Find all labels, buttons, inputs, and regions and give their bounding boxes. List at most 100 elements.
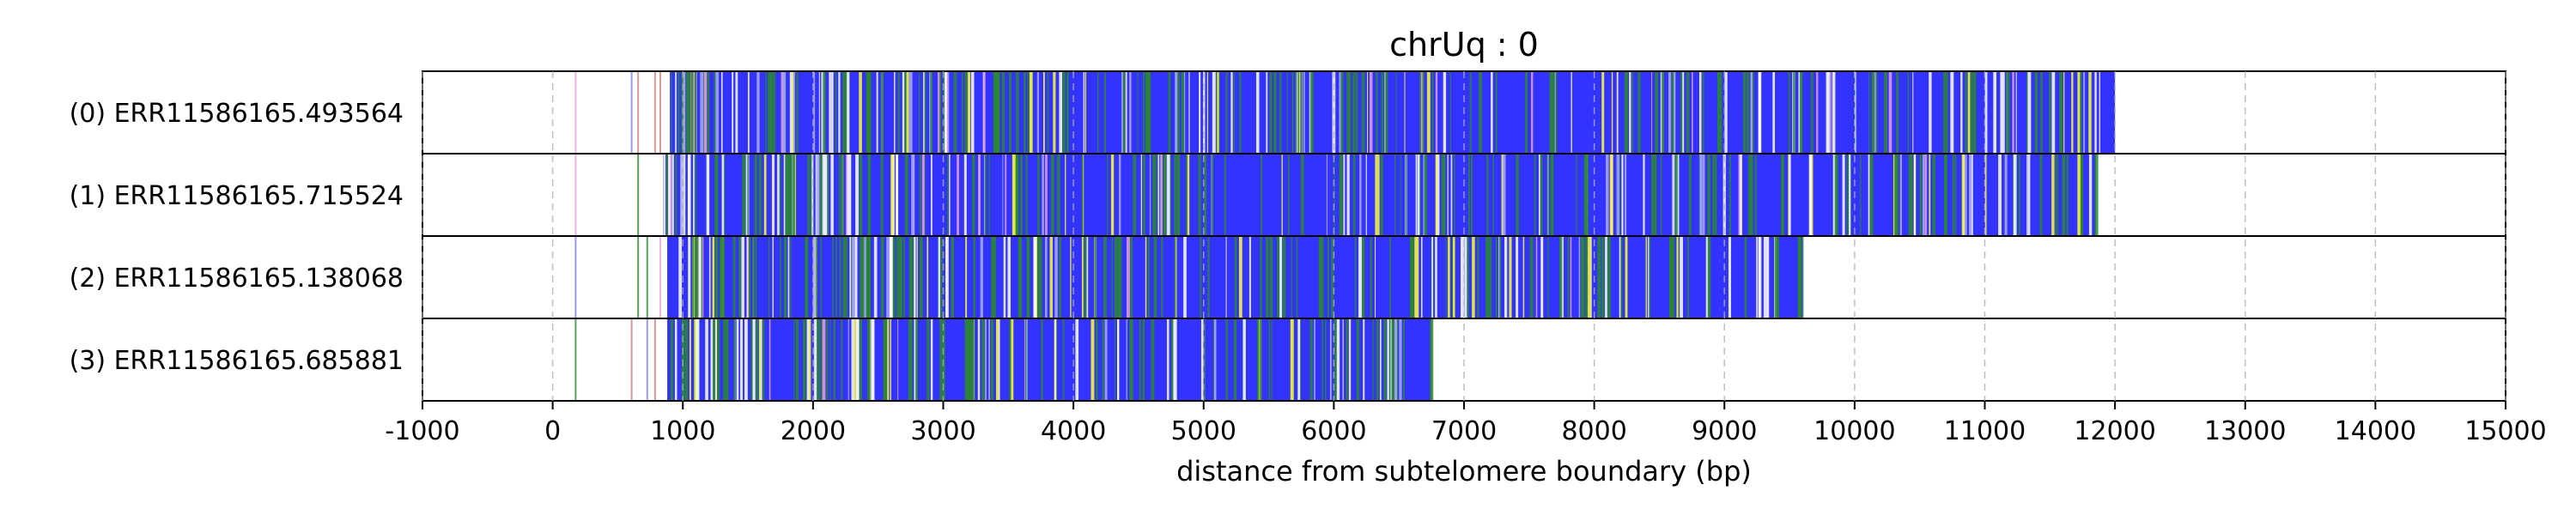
signal-stripe	[909, 318, 913, 401]
signal-stripe	[1788, 154, 1791, 236]
signal-stripe	[1486, 154, 1489, 236]
signal-stripe	[1808, 154, 1812, 236]
signal-stripe	[1126, 236, 1130, 318]
signal-stripe	[1420, 71, 1424, 154]
signal-stripe	[829, 318, 831, 401]
signal-stripe	[1239, 71, 1242, 154]
signal-stripe	[996, 318, 999, 401]
signal-stripe	[1605, 236, 1607, 318]
signal-stripe	[792, 71, 793, 154]
signal-stripe	[2080, 71, 2082, 154]
signal-stripe	[965, 236, 968, 318]
signal-stripe	[732, 236, 736, 318]
signal-stripe	[2006, 71, 2010, 154]
x-tick-label: 8000	[1561, 416, 1626, 446]
signal-stripe	[1702, 154, 1705, 236]
signal-stripe	[906, 71, 909, 154]
signal-stripe	[1793, 71, 1795, 154]
signal-stripe	[1686, 71, 1690, 154]
signal-stripe	[1624, 154, 1627, 236]
signal-stripe	[1972, 71, 1977, 154]
signal-stripe	[1033, 236, 1037, 318]
signal-stripe	[807, 154, 810, 236]
signal-stripe	[1763, 236, 1767, 318]
sparse-tick	[574, 236, 577, 318]
signal-stripe	[1699, 71, 1701, 154]
sparse-tick	[637, 71, 640, 154]
signal-stripe	[1225, 71, 1228, 154]
signal-stripe	[1744, 236, 1747, 318]
signal-stripe	[908, 318, 910, 401]
signal-stripe	[1291, 71, 1294, 154]
signal-stripe	[984, 154, 987, 236]
signal-stripe	[1394, 318, 1398, 401]
signal-stripe	[1580, 236, 1583, 318]
signal-stripe	[988, 318, 990, 401]
signal-stripe	[771, 154, 775, 236]
signal-stripe	[868, 236, 872, 318]
sparse-tick	[637, 154, 640, 236]
signal-stripe	[1211, 154, 1213, 236]
signal-stripe	[1529, 236, 1534, 318]
signal-stripe	[2015, 71, 2017, 154]
signal-stripe	[846, 154, 848, 236]
signal-stripe	[2083, 71, 2086, 154]
signal-stripe	[789, 71, 793, 154]
signal-stripe	[773, 71, 776, 154]
signal-stripe	[1300, 154, 1304, 236]
signal-stripe	[1747, 154, 1751, 236]
signal-stripe	[1148, 71, 1151, 154]
signal-stripe	[708, 154, 710, 236]
signal-stripe	[849, 154, 852, 236]
signal-stripe	[683, 154, 686, 236]
signal-stripe	[781, 71, 783, 154]
signal-stripe	[1653, 154, 1657, 236]
signal-stripe	[1516, 236, 1519, 318]
signal-stripe	[686, 71, 689, 154]
signal-stripe	[777, 154, 780, 236]
signal-stripe	[1535, 236, 1538, 318]
signal-stripe	[717, 318, 720, 401]
chart-title: chrUq : 0	[1389, 26, 1539, 64]
signal-stripe	[723, 154, 726, 236]
signal-stripe	[1260, 236, 1262, 318]
signal-stripe	[695, 154, 696, 236]
signal-stripe	[1724, 71, 1728, 154]
signal-stripe	[1381, 71, 1384, 154]
signal-stripe	[1601, 71, 1605, 154]
signal-stripe	[1960, 71, 1963, 154]
x-tick-label: 4000	[1041, 416, 1106, 446]
x-tick-label: 6000	[1301, 416, 1366, 446]
signal-stripe	[1662, 71, 1664, 154]
signal-stripe	[1571, 71, 1572, 154]
signal-stripe	[2057, 154, 2058, 236]
signal-stripe	[2000, 71, 2002, 154]
signal-stripe	[1255, 71, 1260, 154]
signal-stripe	[1669, 236, 1673, 318]
x-tick-label: 11000	[1944, 416, 2026, 446]
signal-stripe	[947, 71, 950, 154]
signal-stripe	[792, 154, 796, 236]
signal-stripe	[1908, 154, 1911, 236]
signal-stripe	[920, 236, 923, 318]
signal-stripe	[977, 318, 981, 401]
signal-stripe	[1505, 236, 1508, 318]
signal-stripe	[793, 318, 795, 401]
signal-stripe	[1352, 71, 1356, 154]
signal-stripe	[1601, 236, 1605, 318]
signal-stripe	[671, 318, 673, 401]
signal-stripe	[687, 154, 691, 236]
signal-stripe	[1389, 318, 1393, 401]
x-tick-label: 13000	[2204, 416, 2286, 446]
signal-stripe	[1489, 236, 1492, 318]
signal-stripe	[1686, 236, 1690, 318]
signal-stripe	[1676, 236, 1679, 318]
signal-stripe	[663, 154, 666, 236]
signal-stripe	[2049, 71, 2051, 154]
signal-stripe	[1971, 154, 1973, 236]
sparse-tick	[646, 318, 648, 401]
signal-stripe	[1084, 71, 1087, 154]
signal-stripe	[1325, 318, 1327, 401]
x-tick-label: 2000	[781, 416, 846, 446]
signal-stripe	[2027, 71, 2032, 154]
